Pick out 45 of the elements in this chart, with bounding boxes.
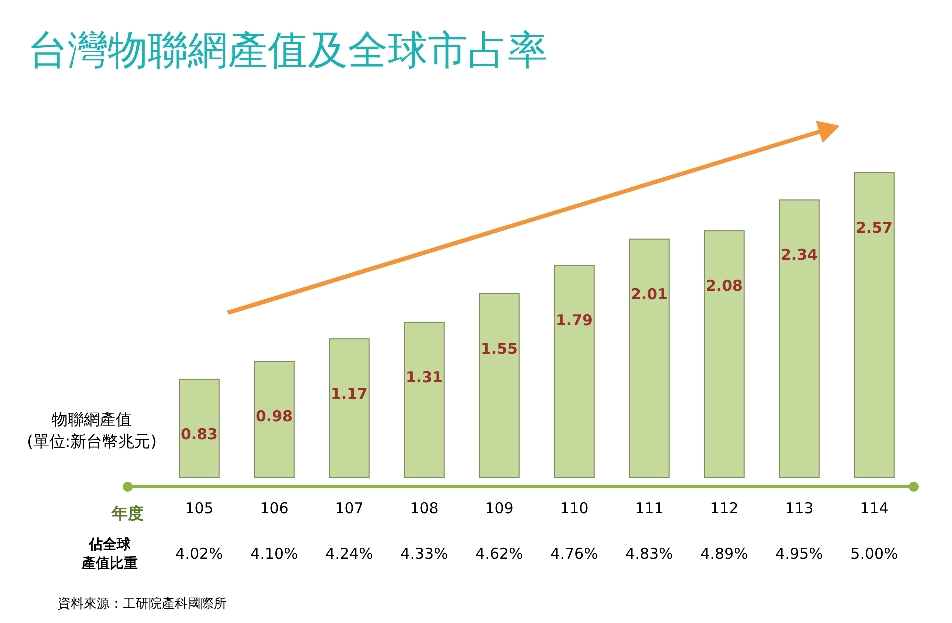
text: 4.62% [476,545,524,563]
bar [179,378,220,478]
bar [404,322,445,478]
x-tick-label: 105 [185,500,214,518]
text: 4.83% [626,545,674,563]
text: 5.00% [850,545,898,563]
bar [479,293,520,478]
text: 4.33% [400,545,448,563]
data-label: 2.57 [856,218,894,237]
x-tick-label: 112 [710,500,739,518]
bar [854,172,895,478]
bar [704,230,745,478]
text: 4.02% [176,545,224,563]
x-tick-label: 114 [860,500,889,518]
data-label: 2.34 [780,246,818,264]
data-label: 0.98 [256,408,294,426]
text: 4.10% [250,545,298,563]
text: 4.76% [550,545,598,563]
bar [779,200,820,478]
text: 佔全球產值比重 [81,537,138,572]
data-label: 0.83 [180,425,218,444]
text: 4.89% [700,545,748,563]
data-label: 1.31 [406,368,444,386]
x-tick-label: 106 [260,500,289,518]
data-label: 2.08 [706,277,744,296]
x-tick-label: 110 [560,500,589,518]
x-axis-title: 年度 [111,504,144,523]
bar [254,361,295,478]
text: 4.24% [326,545,374,563]
source-note: 資料來源：工研院產科國際所 [58,597,227,612]
data-label: 1.79 [556,311,594,330]
x-tick-label: 113 [785,500,814,518]
x-tick-label: 108 [410,500,439,518]
chart-title: 台灣物聯網產值及全球市占率 [28,28,548,74]
bar [554,264,595,478]
data-label: 2.01 [630,285,668,304]
bar [629,238,670,478]
y-axis-title: 物聯網產值 (單位:新台幣兆元) [27,410,157,451]
text: 4.95% [776,545,824,563]
data-label: 1.55 [480,340,518,358]
x-tick-label: 111 [635,500,664,518]
data-label: 1.17 [330,385,368,404]
x-tick-label: 109 [485,500,514,518]
bar [329,338,370,478]
x-tick-label: 107 [335,500,364,518]
